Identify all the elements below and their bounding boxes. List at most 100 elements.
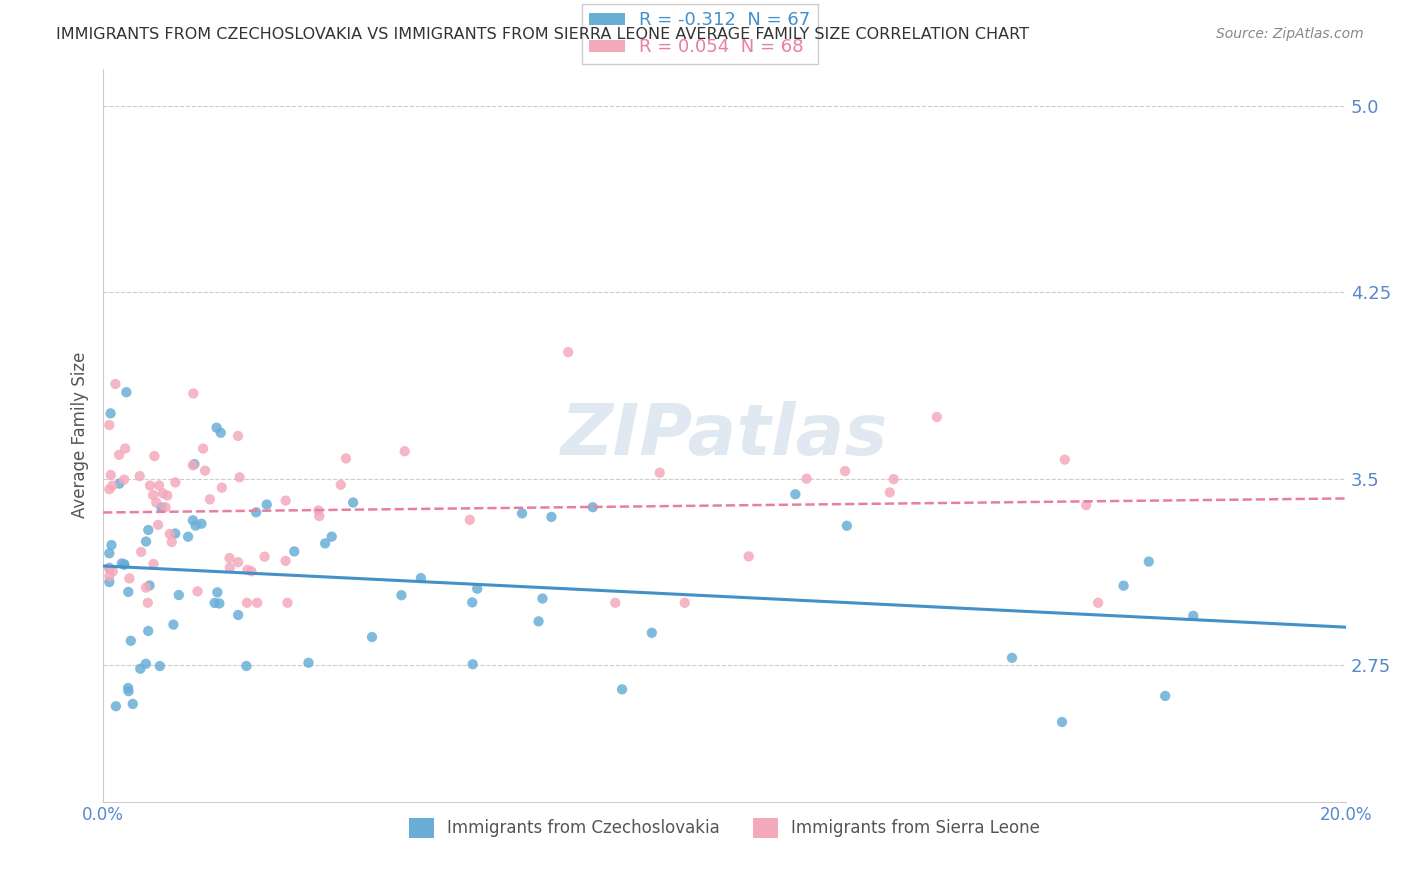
Point: [276, 596, 298, 610]
Point: [253, 549, 276, 564]
Point: [925, 410, 948, 425]
Point: [673, 596, 696, 610]
Point: [186, 584, 208, 599]
Point: [135, 581, 157, 595]
Point: [883, 472, 905, 486]
Point: [361, 630, 384, 644]
Point: [204, 596, 226, 610]
Point: [135, 657, 157, 671]
Point: [155, 500, 177, 515]
Point: [165, 475, 187, 490]
Point: [115, 385, 138, 400]
Point: [181, 458, 204, 473]
Point: [98, 561, 121, 575]
Point: [465, 582, 488, 596]
Point: [121, 697, 143, 711]
Point: [100, 538, 122, 552]
Point: [1137, 555, 1160, 569]
Point: [167, 588, 190, 602]
Point: [510, 507, 533, 521]
Point: [100, 468, 122, 483]
Point: [1087, 596, 1109, 610]
Point: [461, 595, 484, 609]
Point: [136, 624, 159, 638]
Point: [98, 482, 121, 496]
Point: [1053, 452, 1076, 467]
Y-axis label: Average Family Size: Average Family Size: [72, 351, 89, 518]
Point: [101, 565, 124, 579]
Point: [641, 625, 664, 640]
Point: [461, 657, 484, 672]
Point: [190, 516, 212, 531]
Point: [394, 444, 416, 458]
Legend: Immigrants from Czechoslovakia, Immigrants from Sierra Leone: Immigrants from Czechoslovakia, Immigran…: [402, 811, 1047, 845]
Point: [183, 457, 205, 471]
Point: [209, 425, 232, 440]
Text: ZIPatlas: ZIPatlas: [561, 401, 889, 469]
Point: [531, 591, 554, 606]
Point: [108, 448, 131, 462]
Point: [283, 544, 305, 558]
Point: [235, 659, 257, 673]
Point: [156, 488, 179, 502]
Point: [101, 478, 124, 492]
Point: [1182, 608, 1205, 623]
Point: [297, 656, 319, 670]
Point: [785, 487, 807, 501]
Point: [165, 526, 187, 541]
Point: [114, 442, 136, 456]
Point: [152, 486, 174, 500]
Point: [135, 534, 157, 549]
Point: [208, 597, 231, 611]
Point: [139, 478, 162, 492]
Point: [194, 464, 217, 478]
Point: [329, 478, 352, 492]
Point: [120, 633, 142, 648]
Point: [246, 596, 269, 610]
Point: [274, 493, 297, 508]
Point: [146, 517, 169, 532]
Point: [160, 535, 183, 549]
Point: [314, 536, 336, 550]
Point: [834, 464, 856, 478]
Point: [226, 555, 249, 569]
Point: [136, 523, 159, 537]
Point: [129, 662, 152, 676]
Point: [335, 451, 357, 466]
Point: [391, 588, 413, 602]
Point: [98, 417, 121, 432]
Point: [205, 420, 228, 434]
Point: [177, 530, 200, 544]
Point: [236, 596, 259, 610]
Point: [142, 557, 165, 571]
Point: [1076, 498, 1098, 512]
Point: [112, 558, 135, 572]
Point: [104, 699, 127, 714]
Point: [149, 659, 172, 673]
Point: [610, 682, 633, 697]
Point: [308, 509, 330, 524]
Point: [112, 473, 135, 487]
Point: [108, 476, 131, 491]
Point: [142, 488, 165, 502]
Point: [129, 545, 152, 559]
Point: [409, 571, 432, 585]
Point: [207, 585, 229, 599]
Text: Source: ZipAtlas.com: Source: ZipAtlas.com: [1216, 27, 1364, 41]
Point: [98, 546, 121, 560]
Point: [104, 376, 127, 391]
Point: [557, 345, 579, 359]
Point: [128, 469, 150, 483]
Point: [183, 386, 205, 401]
Point: [458, 513, 481, 527]
Point: [1050, 714, 1073, 729]
Point: [879, 485, 901, 500]
Point: [245, 505, 267, 519]
Point: [307, 503, 329, 517]
Point: [835, 518, 858, 533]
Point: [321, 530, 343, 544]
Point: [274, 554, 297, 568]
Point: [98, 574, 121, 589]
Point: [218, 551, 240, 566]
Point: [527, 615, 550, 629]
